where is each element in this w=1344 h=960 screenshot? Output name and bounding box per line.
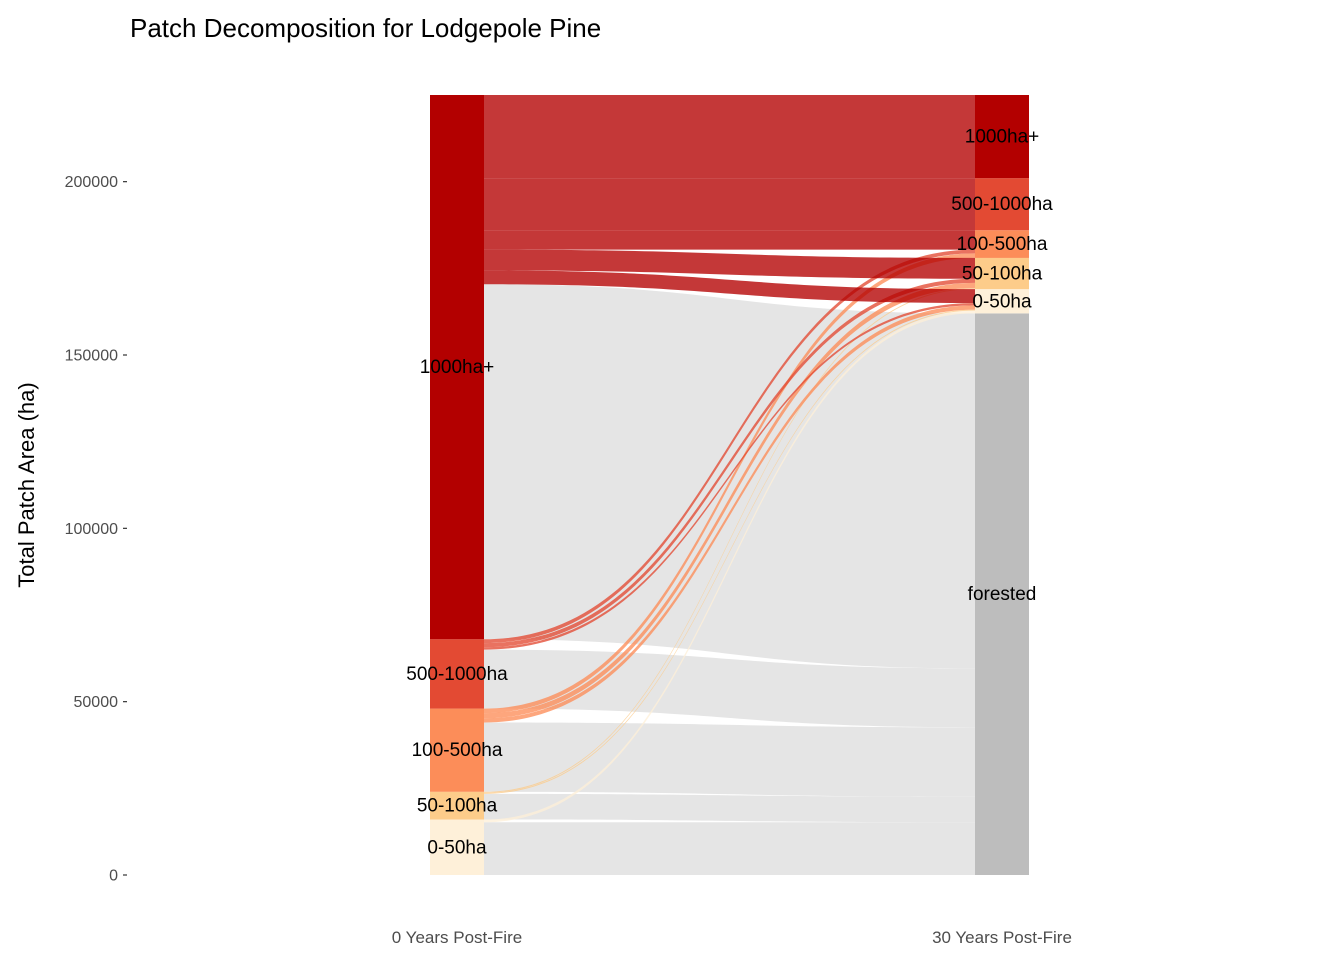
x-axis-label: 0 Years Post-Fire [392,928,522,947]
stratum-label: 1000ha+ [420,357,495,378]
y-tick-label: 150000 [65,348,118,365]
flow-50-100ha-to-50-100ha [484,288,975,793]
y-tick-label: 200000 [65,174,118,191]
flow-0-50ha-to-forested [484,822,975,875]
stratum-label: 500-1000ha [406,664,508,685]
stratum-0-years-post-fire-1000haplus [430,95,484,640]
flow-1000haplus-to-1000haplus [484,95,975,179]
stratum-label: 50-100ha [962,264,1043,285]
stratum-label: 0-50ha [972,291,1032,312]
flow-1000haplus-to-100-500ha [484,230,975,250]
y-tick-label: 100000 [65,521,118,538]
labels-layer: 0-50ha 50-100ha 100-500ha 500-1000ha 1000ha+… [406,127,1053,859]
flows-layer [484,95,975,875]
flow-100-500ha-to-0-50ha [484,305,975,723]
y-tick-label: 0 [109,868,118,885]
stratum-label: 100-500ha [957,234,1048,255]
x-axis-label: 30 Years Post-Fire [932,928,1072,947]
stratum-0-years-post-fire-500-1000ha [430,639,484,709]
stratum-label: 50-100ha [417,796,498,817]
stratum-30-years-post-fire-100-500ha [975,230,1029,258]
stratum-label: 0-50ha [427,837,487,858]
stratum-30-years-post-fire-1000haplus [975,95,1029,179]
stratum-30-years-post-fire-0-50ha [975,289,1029,314]
chart-title: Patch Decomposition for Lodgepole Pine [130,13,601,43]
flow-100-500ha-to-50-100ha [484,282,975,719]
stratum-30-years-post-fire-50-100ha [975,257,1029,290]
stratum-label: 100-500ha [412,740,503,761]
flow-500-1000ha-to-0-50ha [484,303,975,650]
stratum-label: 500-1000ha [951,194,1053,215]
stratum-0-years-post-fire-50-100ha [430,791,484,820]
flow-1000haplus-to-50-100ha [484,249,975,279]
flow-1000haplus-to-0-50ha [484,270,975,303]
flow-500-1000ha-to-100-500ha [484,249,975,644]
flow-0-50ha-to-0-50ha [484,310,975,823]
strata-layer [430,95,1029,875]
y-axis: 0 50000 100000 150000 200000 [65,174,127,885]
flow-100-500ha-to-100-500ha [484,253,975,714]
x-axis: 0 Years Post-Fire 30 Years Post-Fire [392,928,1072,947]
flow-50-100ha-to-0-50ha [484,309,975,794]
stratum-0-years-post-fire-0-50ha [430,819,484,875]
flow-100-500ha-to-forested [484,722,975,797]
stratum-30-years-post-fire-forested [975,313,1029,875]
flow-1000haplus-to-500-1000ha [484,178,975,231]
y-axis-title: Total Patch Area (ha) [14,382,39,587]
y-tick-label: 50000 [74,694,119,711]
stratum-label: 1000ha+ [965,127,1040,148]
stratum-0-years-post-fire-100-500ha [430,708,484,792]
flow-500-1000ha-to-50-100ha [484,278,975,648]
stratum-30-years-post-fire-500-1000ha [975,178,1029,231]
flow-50-100ha-to-forested [484,793,975,823]
stratum-label: forested [968,584,1037,605]
